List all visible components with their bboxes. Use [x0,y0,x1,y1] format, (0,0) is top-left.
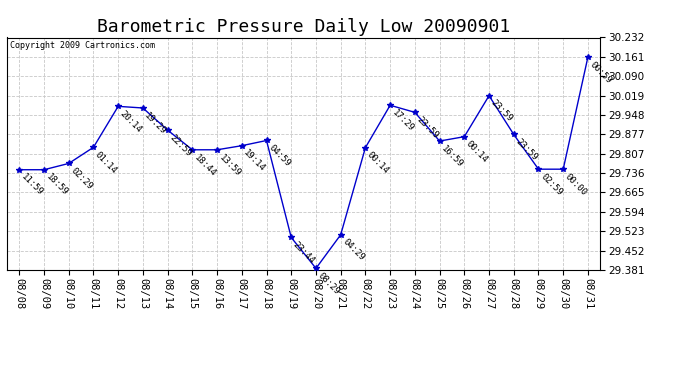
Text: 18:44: 18:44 [193,153,218,178]
Text: 02:59: 02:59 [538,172,564,197]
Text: 11:59: 11:59 [19,172,45,198]
Text: 23:59: 23:59 [489,99,515,124]
Text: 13:59: 13:59 [217,153,242,178]
Text: 16:59: 16:59 [440,144,465,169]
Text: 23:59: 23:59 [415,115,440,141]
Title: Barometric Pressure Daily Low 20090901: Barometric Pressure Daily Low 20090901 [97,18,510,36]
Text: 00:00: 00:00 [563,172,589,197]
Text: 01:14: 01:14 [93,150,119,176]
Text: Copyright 2009 Cartronics.com: Copyright 2009 Cartronics.com [10,41,155,50]
Text: 19:29: 19:29 [143,111,168,136]
Text: 04:29: 04:29 [341,237,366,263]
Text: 00:14: 00:14 [366,150,391,176]
Text: 04:59: 04:59 [266,143,292,169]
Text: 23:59: 23:59 [514,137,539,163]
Text: 19:14: 19:14 [241,148,267,174]
Text: 20:14: 20:14 [118,109,144,135]
Text: 22:59: 22:59 [168,133,193,158]
Text: 00:14: 00:14 [464,140,490,165]
Text: 23:44: 23:44 [291,240,317,266]
Text: 02:29: 02:29 [69,166,94,192]
Text: 18:59: 18:59 [44,172,70,198]
Text: 00:59: 00:59 [588,60,613,85]
Text: 17:29: 17:29 [390,108,415,134]
Text: 08:29: 08:29 [316,271,342,297]
